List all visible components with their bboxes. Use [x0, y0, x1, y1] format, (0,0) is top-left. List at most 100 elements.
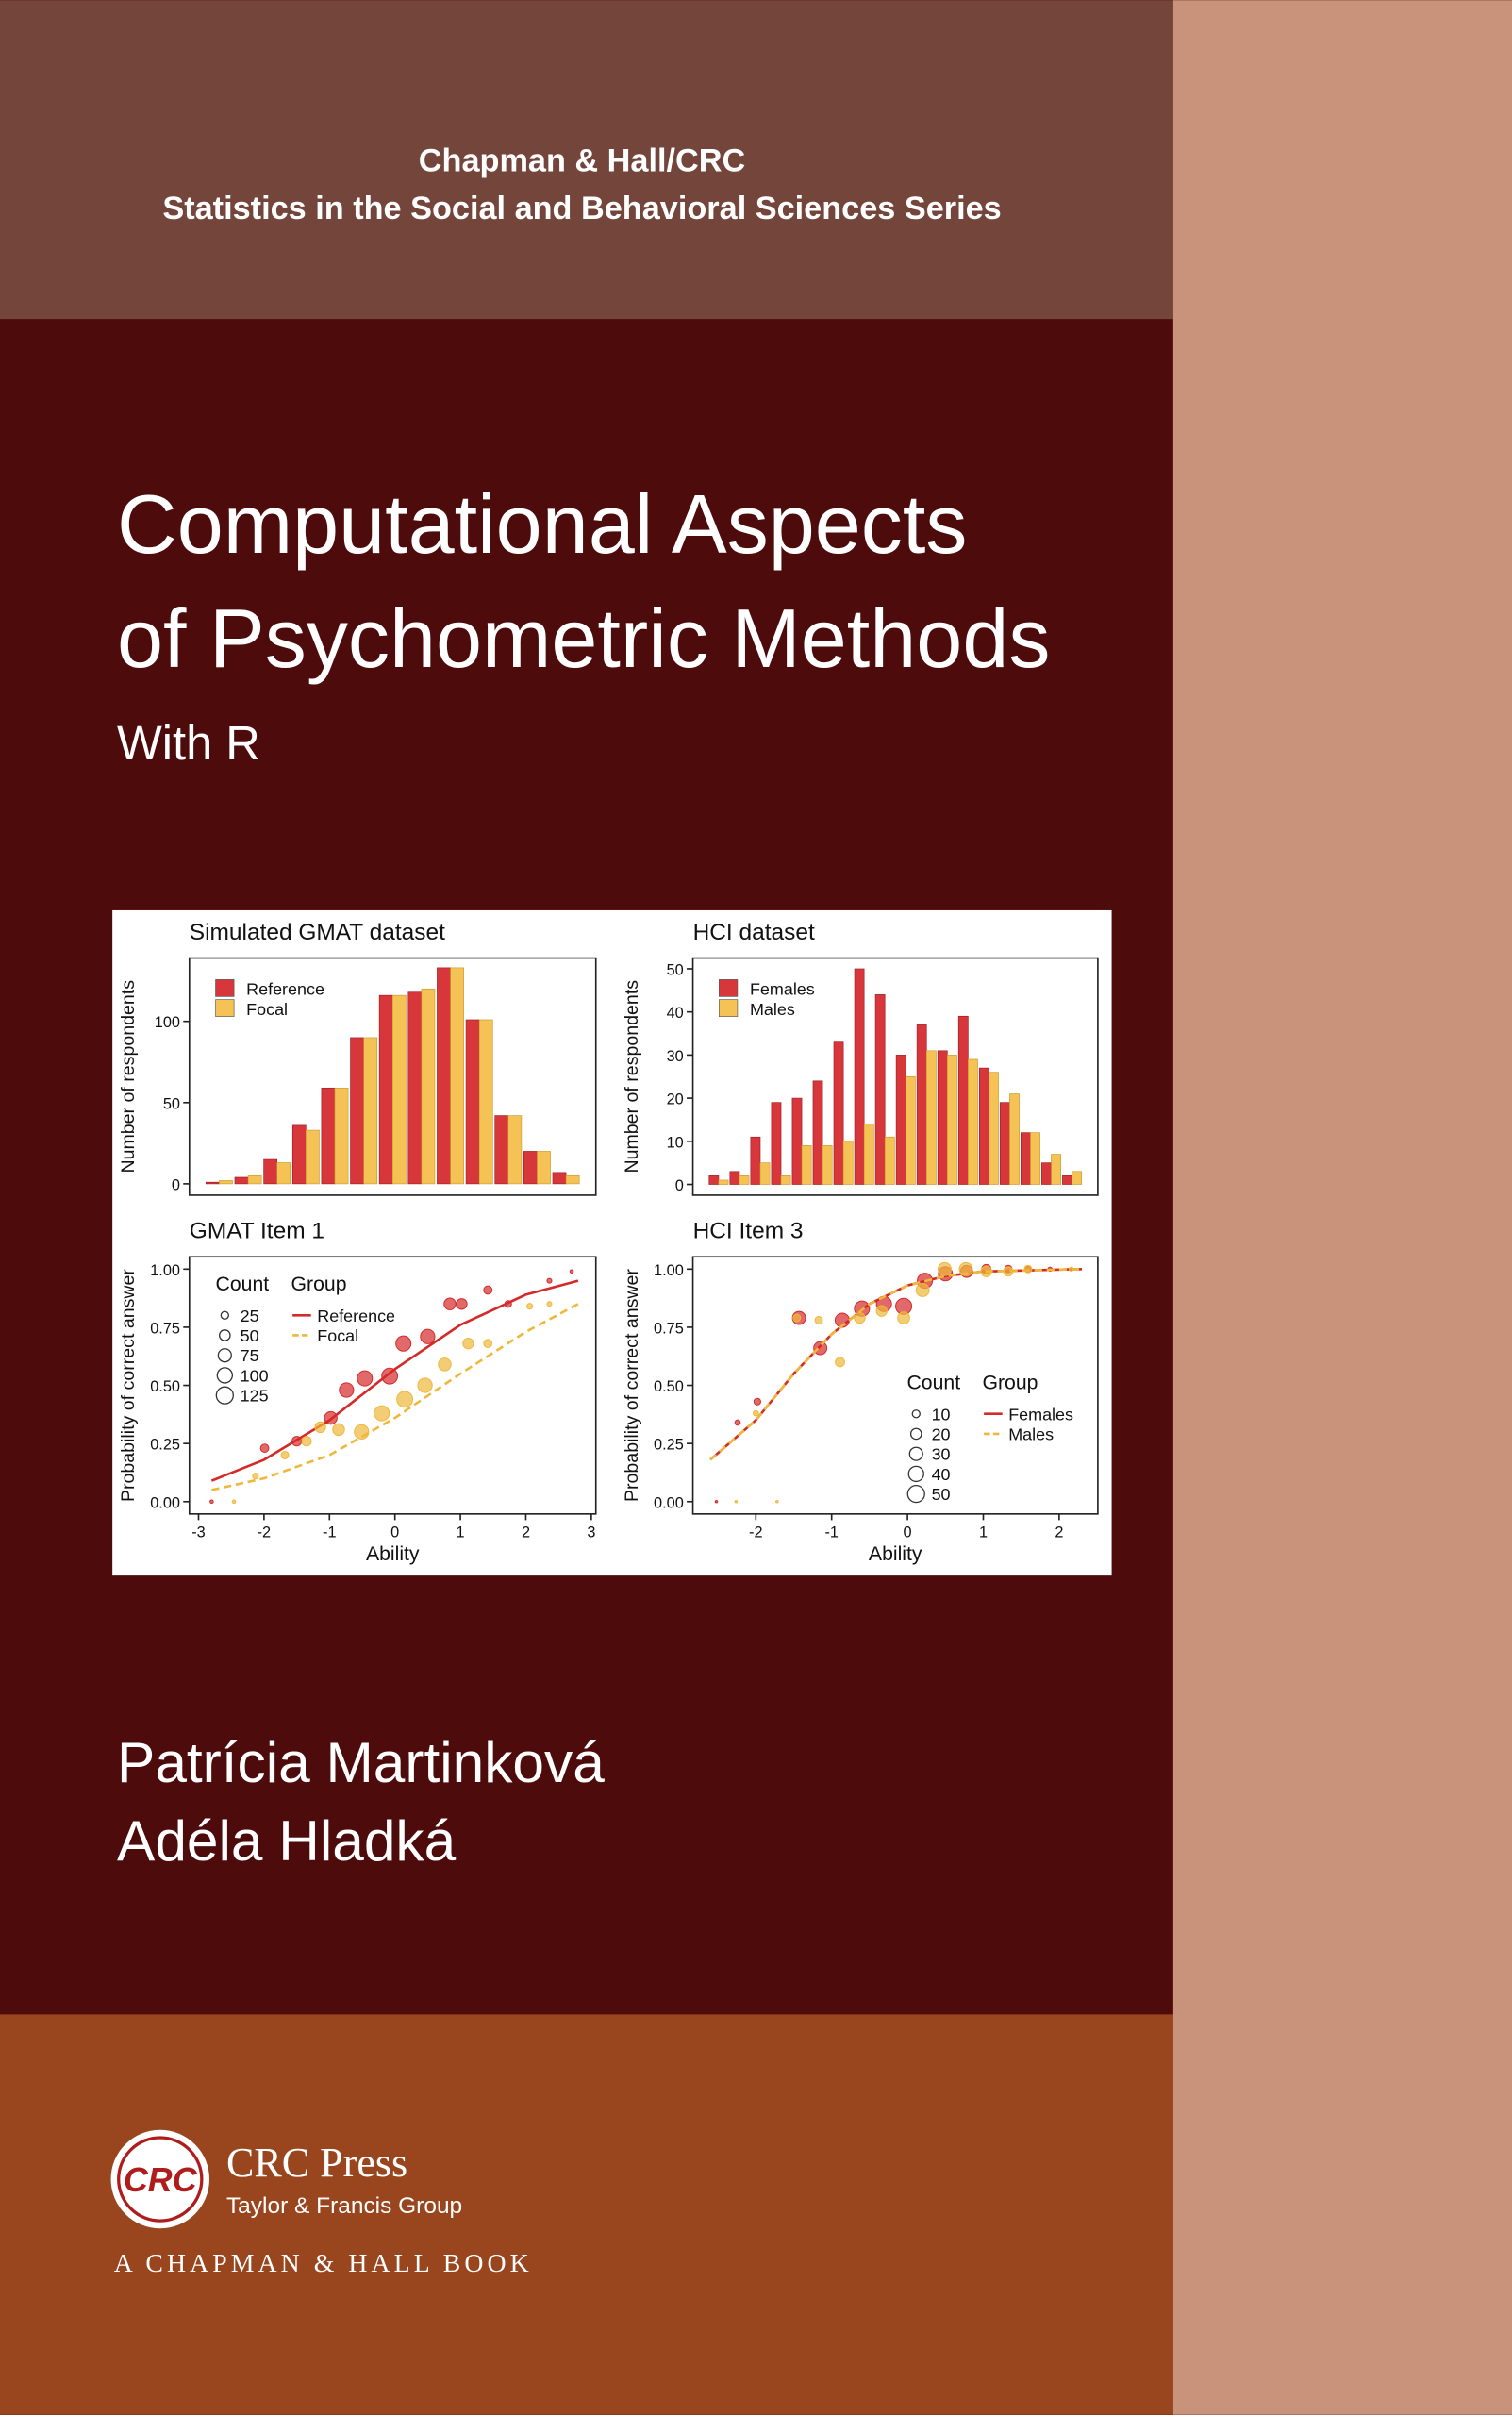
- legend-label: Reference: [317, 1307, 395, 1325]
- series-title: Chapman & Hall/CRC: [419, 142, 746, 178]
- data-point: [775, 1500, 779, 1504]
- author: Adéla Hladká: [117, 1808, 457, 1873]
- plot-frame: [188, 957, 597, 1196]
- legend-label: Males: [1008, 1424, 1054, 1443]
- series-title: Statistics in the Social and Behavioral …: [162, 191, 1001, 226]
- data-point: [381, 1367, 399, 1385]
- bar: [565, 1174, 580, 1185]
- size-key-label: 100: [241, 1366, 269, 1385]
- bar: [916, 1024, 927, 1185]
- bar: [801, 1145, 812, 1185]
- chart-title: GMAT Item 1: [190, 1219, 324, 1244]
- bar: [465, 1019, 480, 1185]
- x-tick-label: -3: [191, 1524, 206, 1541]
- data-point: [259, 1443, 270, 1453]
- data-point: [354, 1424, 370, 1440]
- y-tick-label: 1.00: [150, 1262, 180, 1279]
- bar: [874, 994, 886, 1185]
- legend-label: Males: [750, 1000, 795, 1019]
- data-point: [958, 1261, 973, 1276]
- bar: [957, 1015, 969, 1185]
- y-tick-label: 1.00: [654, 1262, 684, 1279]
- data-point: [301, 1436, 312, 1447]
- legend-title: Count: [906, 1373, 960, 1394]
- bar: [771, 1102, 782, 1185]
- publisher-logo: [110, 2129, 210, 2229]
- bar: [989, 1072, 999, 1185]
- data-point: [1003, 1266, 1014, 1277]
- size-key: [215, 1386, 234, 1405]
- data-point: [339, 1382, 355, 1398]
- size-key-label: 50: [241, 1326, 259, 1345]
- x-tick-label: 1: [457, 1524, 465, 1541]
- data-point: [813, 1341, 828, 1356]
- legend-title: Group: [982, 1373, 1038, 1394]
- bar: [391, 994, 407, 1185]
- fit-curve: [210, 1279, 579, 1482]
- x-tick-label: 3: [587, 1524, 595, 1541]
- legend-label: Focal: [246, 1000, 288, 1019]
- y-tick-label: 0: [172, 1176, 180, 1193]
- size-key-label: 10: [932, 1405, 951, 1424]
- legend-label: Females: [750, 980, 815, 999]
- data-point: [938, 1261, 952, 1276]
- publisher-name: CRC Press: [226, 2140, 407, 2186]
- legend-title: Count: [216, 1274, 270, 1295]
- bar: [946, 1055, 957, 1185]
- bar: [494, 1115, 509, 1185]
- data-point: [417, 1377, 433, 1393]
- y-tick-label: 0: [675, 1177, 684, 1194]
- data-point: [546, 1301, 553, 1307]
- size-key-label: 50: [932, 1485, 951, 1504]
- author: Patrícia Martinková: [117, 1730, 605, 1794]
- data-point: [280, 1450, 290, 1459]
- bar: [863, 1124, 874, 1185]
- size-key: [906, 1484, 925, 1504]
- x-tick-label: 1: [979, 1524, 988, 1541]
- bar: [925, 1050, 937, 1185]
- data-point: [314, 1421, 326, 1434]
- data-point: [231, 1499, 237, 1505]
- y-tick-label: 20: [667, 1091, 684, 1108]
- bar: [263, 1158, 278, 1185]
- data-point: [734, 1419, 741, 1426]
- spine-strip: [1172, 0, 1512, 2415]
- legend-label: Females: [1008, 1405, 1073, 1424]
- bar: [1062, 1175, 1072, 1185]
- book-subtitle: With R: [117, 716, 260, 770]
- data-point: [332, 1423, 345, 1437]
- data-point: [252, 1473, 259, 1480]
- data-point: [569, 1269, 574, 1274]
- legend-swatch: [215, 999, 235, 1017]
- bar: [718, 1179, 729, 1185]
- bar: [478, 1019, 493, 1185]
- data-point: [835, 1357, 845, 1368]
- data-point: [291, 1436, 303, 1447]
- data-point: [526, 1303, 534, 1310]
- x-tick-label: -1: [323, 1524, 337, 1541]
- x-tick-label: -2: [258, 1524, 272, 1541]
- size-key-label: 40: [932, 1465, 951, 1484]
- bar: [321, 1087, 336, 1185]
- y-tick-label: 30: [667, 1048, 684, 1065]
- bar: [905, 1075, 916, 1185]
- y-tick-label: 0.00: [150, 1494, 180, 1511]
- bar: [780, 1175, 791, 1185]
- x-tick-label: -2: [749, 1524, 763, 1541]
- chart-title: HCI Item 3: [693, 1219, 804, 1244]
- x-axis-label: Ability: [366, 1543, 420, 1565]
- bar: [450, 967, 464, 1185]
- y-axis-label: Number of respondents: [622, 980, 642, 1174]
- plot-frame: [691, 957, 1099, 1196]
- data-point: [420, 1328, 436, 1344]
- y-tick-label: 40: [667, 1005, 684, 1022]
- y-tick-label: 50: [163, 1095, 180, 1112]
- y-tick-label: 0.75: [150, 1320, 180, 1337]
- bar: [854, 968, 865, 1185]
- bar: [276, 1162, 291, 1185]
- series-band: [0, 0, 1173, 320]
- y-tick-label: 0.25: [150, 1437, 180, 1454]
- data-point: [483, 1285, 493, 1295]
- y-tick-label: 0.50: [654, 1378, 684, 1395]
